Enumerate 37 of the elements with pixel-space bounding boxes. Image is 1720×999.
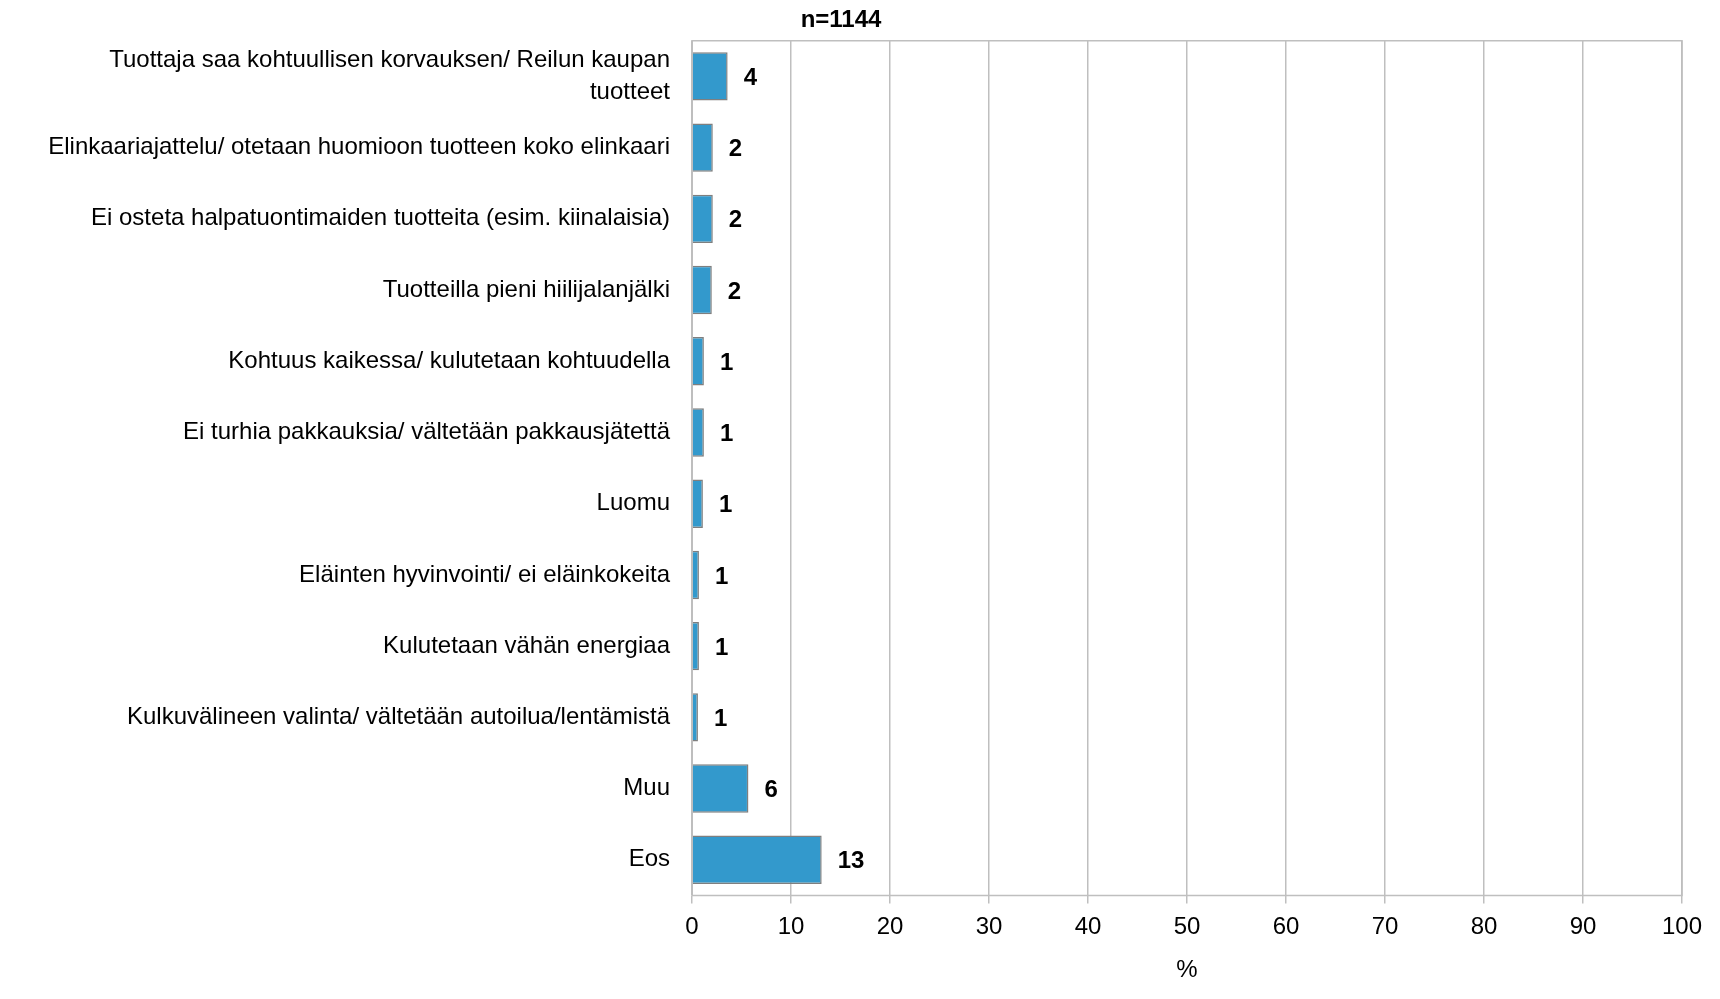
x-tick-label: 50 — [1173, 912, 1201, 940]
y-tick-label: Luomu — [596, 488, 670, 516]
y-tick-label: Muu — [623, 773, 670, 801]
x-tick-label: 0 — [685, 912, 699, 940]
y-tick-label: Tuotteilla pieni hiilijalanjälki — [382, 274, 670, 302]
data-label: 1 — [713, 703, 728, 731]
data-label: 1 — [719, 419, 734, 447]
x-tick-label: 80 — [1470, 912, 1498, 940]
chart-title: n=1144 — [800, 5, 883, 33]
x-tick-label: 30 — [975, 912, 1003, 940]
y-tick-label: Eläinten hyvinvointi/ ei eläinkokeita — [299, 559, 671, 587]
x-tick-label: 20 — [876, 912, 904, 940]
data-label: 6 — [764, 775, 778, 803]
y-tick-label: Eos — [628, 844, 670, 872]
y-tick-label: Kulkuvälineen valinta/ vältetään autoilua/lentämistä — [126, 701, 671, 729]
x-axis-title: % — [1176, 955, 1198, 983]
y-tick-label: Ei osteta halpatuontimaiden tuotteita (esim. kiinalaisia) — [91, 203, 670, 231]
data-label: 2 — [728, 134, 743, 162]
y-tick-label: Kulutetaan vähän energiaa — [383, 630, 671, 658]
y-tick-label: Kohtuus kaikessa/ kulutetaan kohtuudella — [228, 345, 671, 373]
y-tick-label: Tuottaja saa kohtuullisen korvauksen/ Reilun kaupan tuotteet — [109, 45, 671, 104]
data-label: 13 — [837, 846, 865, 874]
x-tick-label: 40 — [1074, 912, 1102, 940]
y-tick-label: Ei turhia pakkauksia/ vältetään pakkausjätettä — [183, 417, 671, 445]
x-tick-label: 60 — [1272, 912, 1300, 940]
x-tick-label: 70 — [1371, 912, 1399, 940]
data-label: 2 — [727, 276, 742, 304]
data-label: 1 — [718, 490, 733, 518]
data-label: 1 — [719, 347, 734, 375]
x-tick-label: 10 — [777, 912, 805, 940]
data-label: 1 — [714, 561, 729, 589]
data-label: 1 — [714, 632, 729, 660]
x-tick-label: 100 — [1661, 912, 1703, 940]
data-label: 2 — [728, 205, 743, 233]
data-label: 4 — [743, 63, 758, 91]
x-tick-label: 90 — [1569, 912, 1597, 940]
y-tick-label: Elinkaariajattelu/ otetaan huomioon tuotteen koko elinkaari — [48, 132, 670, 160]
